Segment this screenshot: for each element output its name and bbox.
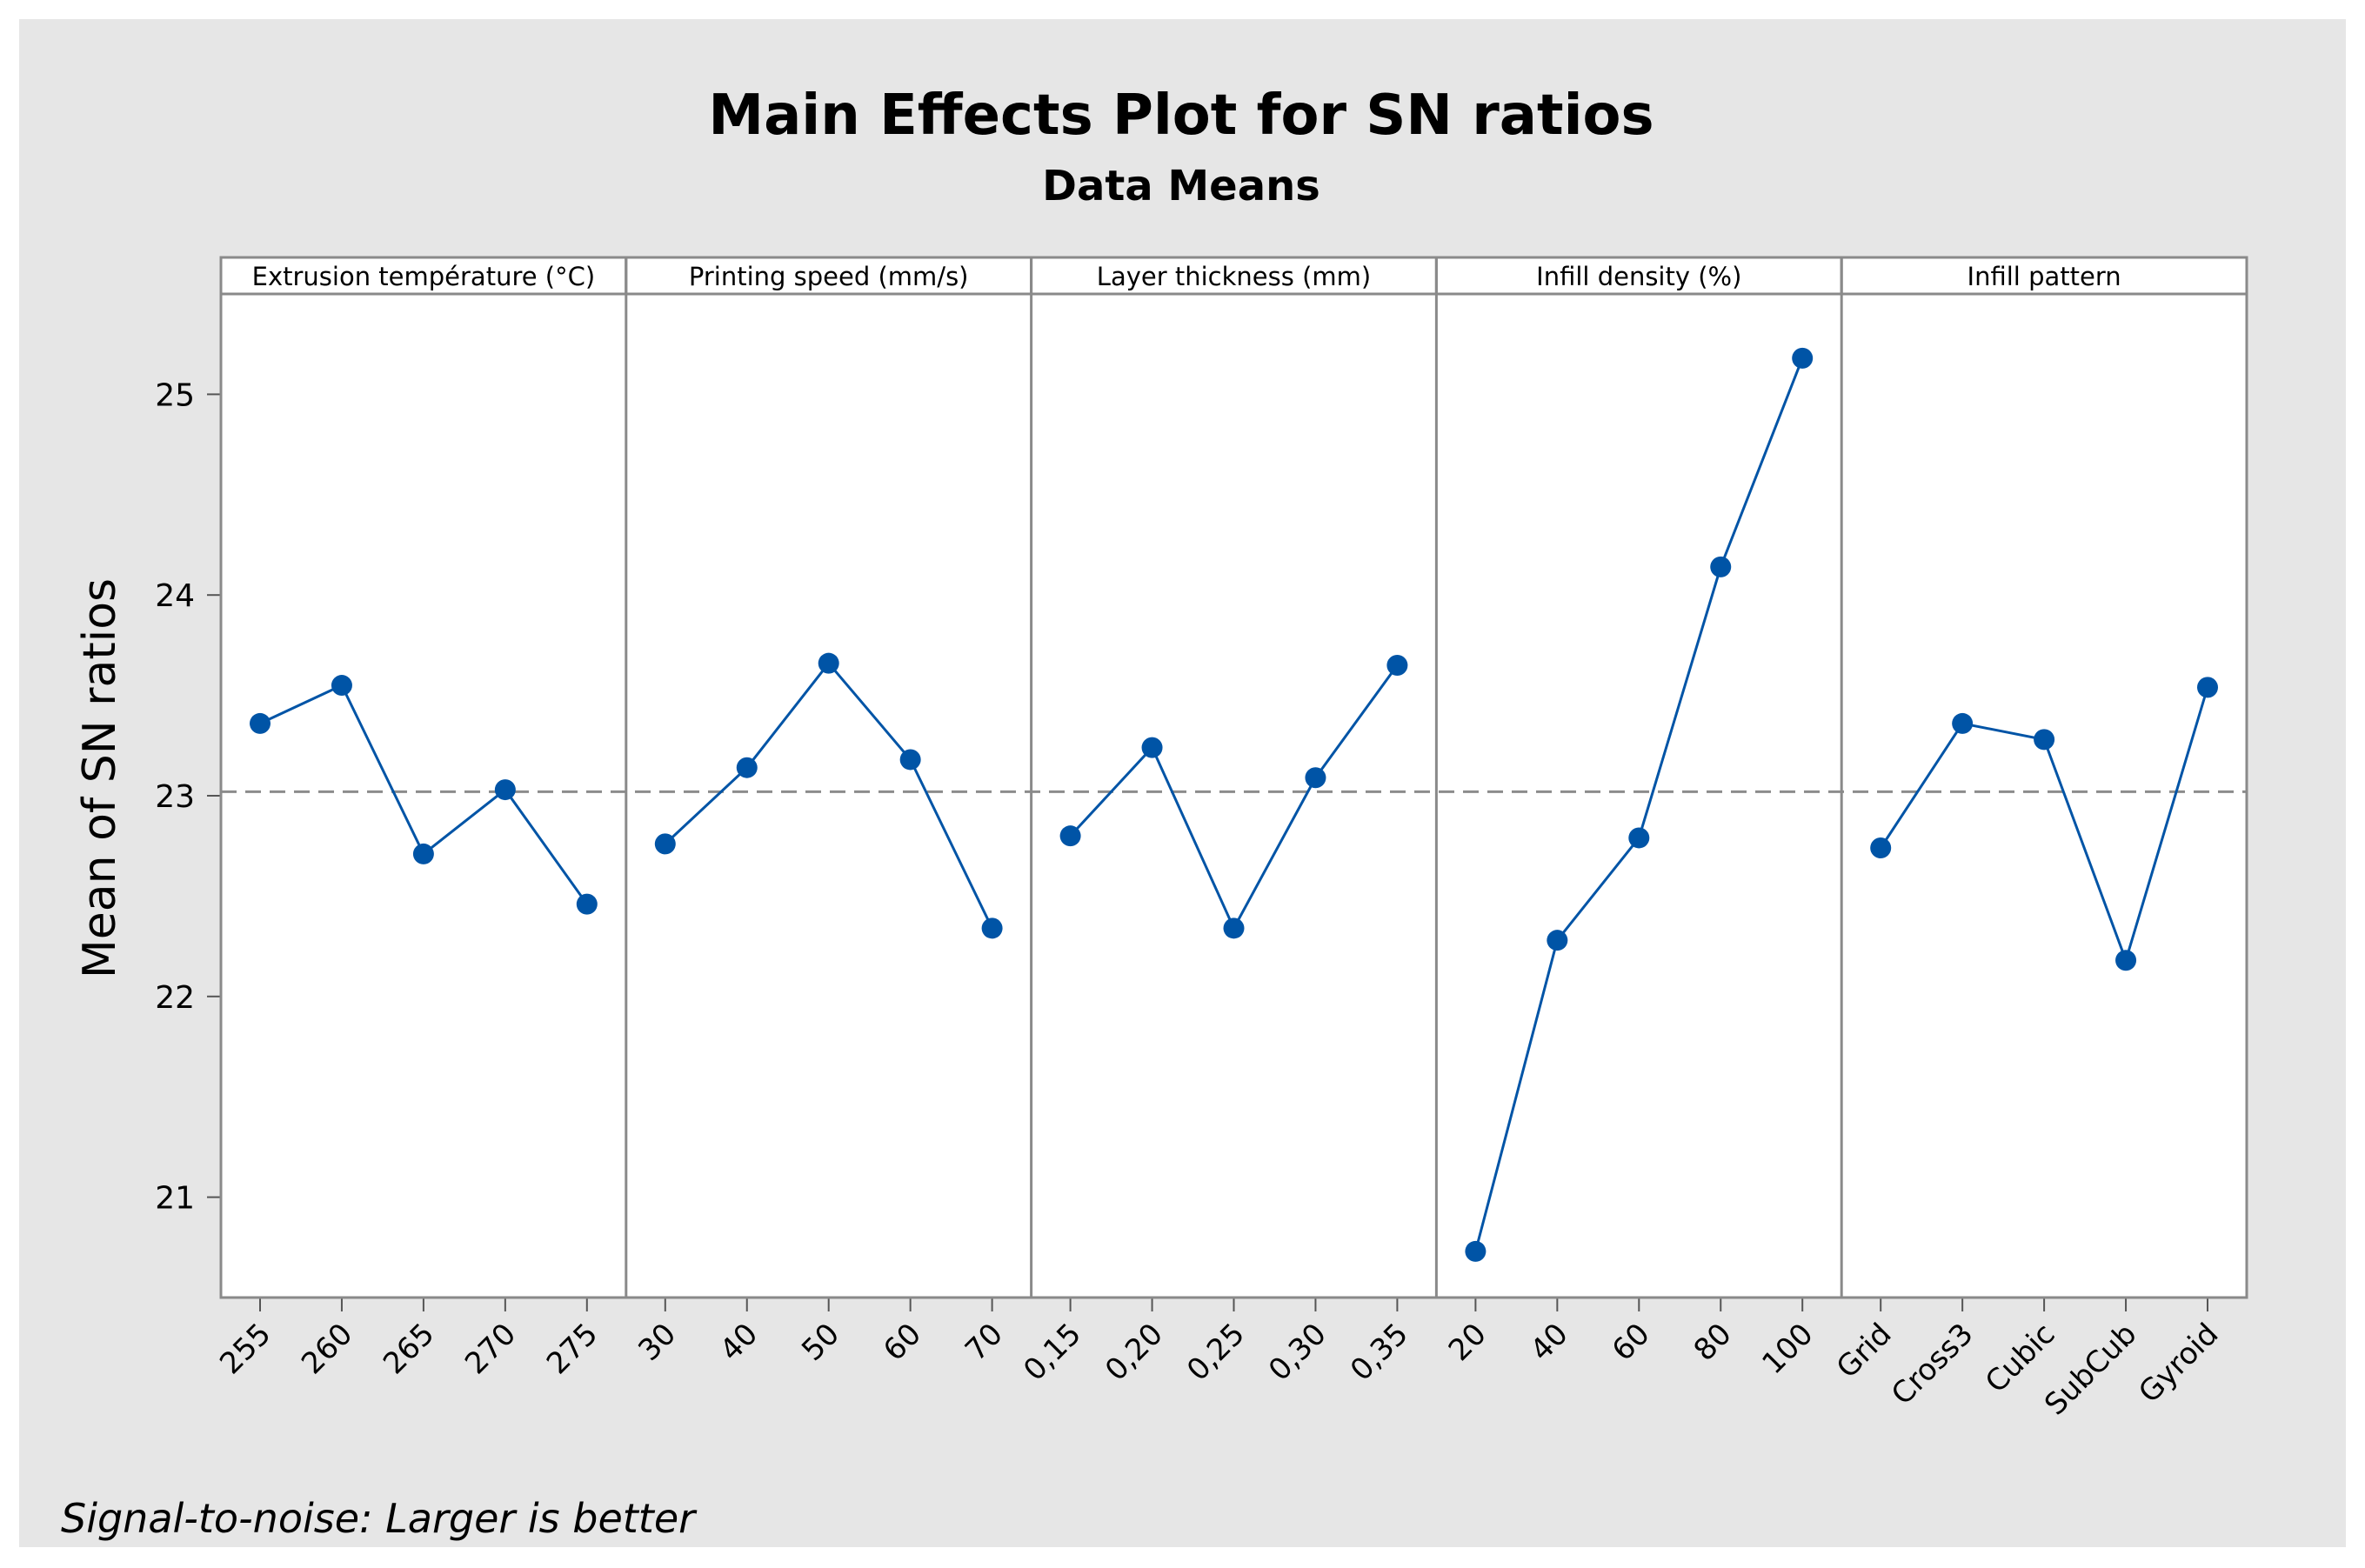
data-point [1628, 827, 1650, 849]
data-point [1223, 917, 1245, 939]
data-point [2115, 950, 2137, 971]
data-point [1870, 837, 1892, 859]
data-point [981, 917, 1003, 939]
data-point [1792, 347, 1814, 369]
plot-frame [219, 256, 2248, 1299]
data-point [818, 652, 839, 674]
data-point [331, 675, 352, 697]
data-point [1141, 737, 1163, 758]
y-tick-label: 25 [155, 377, 195, 413]
y-tick-label: 21 [155, 1181, 195, 1217]
data-point [899, 749, 921, 771]
data-point [412, 843, 434, 864]
panel-label: Printing speed (mm/s) [689, 262, 969, 291]
data-point [1305, 767, 1326, 789]
plot-background [221, 257, 2247, 1298]
data-point [736, 757, 758, 778]
footnote: Signal-to-noise: Larger is better [61, 1495, 698, 1542]
data-point [494, 779, 516, 801]
data-point [2197, 677, 2218, 698]
data-point [1710, 556, 1732, 577]
panel-label: Layer thickness (mm) [1097, 262, 1371, 291]
y-tick-label: 22 [155, 980, 195, 1016]
data-point [576, 893, 598, 915]
data-point [1059, 825, 1081, 847]
y-tick-label: 24 [155, 578, 195, 614]
data-point [654, 833, 676, 855]
data-point [1386, 654, 1408, 676]
panel-header [1840, 256, 2248, 296]
chart-title: Main Effects Plot for SN ratios [708, 83, 1653, 148]
y-axis-label: Mean of SN ratios [74, 578, 126, 978]
chart-subtitle: Data Means [1042, 162, 1320, 210]
panel-label: Infill pattern [1967, 262, 2121, 291]
data-point [2034, 729, 2055, 751]
y-tick-label: 23 [155, 779, 195, 815]
data-point [250, 712, 271, 734]
data-point [1547, 930, 1568, 951]
data-point [1952, 712, 1974, 734]
panel-label: Extrusion température (°C) [252, 262, 596, 291]
panel-label: Infill density (%) [1536, 262, 1741, 291]
data-point [1465, 1240, 1486, 1262]
